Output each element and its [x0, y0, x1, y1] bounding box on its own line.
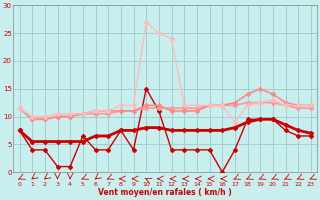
X-axis label: Vent moyen/en rafales ( km/h ): Vent moyen/en rafales ( km/h ) [98, 188, 232, 197]
